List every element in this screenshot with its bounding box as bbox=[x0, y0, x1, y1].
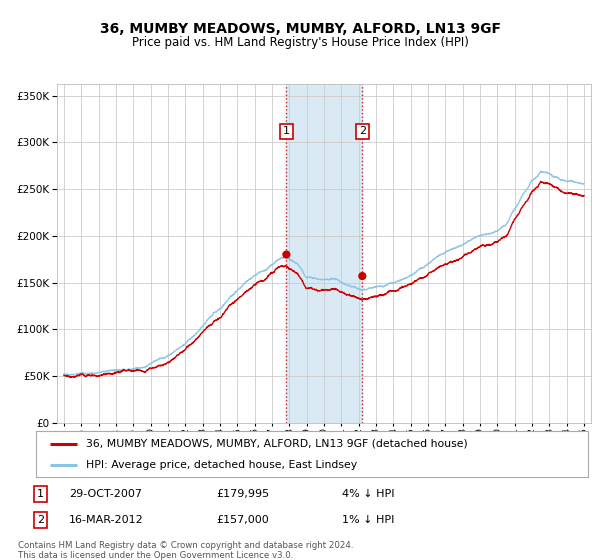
Text: Contains HM Land Registry data © Crown copyright and database right 2024.
This d: Contains HM Land Registry data © Crown c… bbox=[18, 540, 353, 560]
Text: HPI: Average price, detached house, East Lindsey: HPI: Average price, detached house, East… bbox=[86, 460, 357, 470]
Text: £157,000: £157,000 bbox=[216, 515, 269, 525]
Text: 16-MAR-2012: 16-MAR-2012 bbox=[69, 515, 144, 525]
Bar bbox=[286, 84, 362, 423]
Text: 1% ↓ HPI: 1% ↓ HPI bbox=[342, 515, 394, 525]
Text: 29-OCT-2007: 29-OCT-2007 bbox=[69, 489, 142, 499]
Text: 1: 1 bbox=[37, 489, 44, 499]
Text: 1: 1 bbox=[283, 127, 290, 137]
Text: 2: 2 bbox=[359, 127, 366, 137]
Text: Price paid vs. HM Land Registry's House Price Index (HPI): Price paid vs. HM Land Registry's House … bbox=[131, 36, 469, 49]
Text: 36, MUMBY MEADOWS, MUMBY, ALFORD, LN13 9GF (detached house): 36, MUMBY MEADOWS, MUMBY, ALFORD, LN13 9… bbox=[86, 438, 467, 449]
Text: 2: 2 bbox=[37, 515, 44, 525]
Point bbox=[281, 250, 291, 259]
Point bbox=[358, 272, 367, 281]
Text: £179,995: £179,995 bbox=[216, 489, 269, 499]
Text: 4% ↓ HPI: 4% ↓ HPI bbox=[342, 489, 395, 499]
Text: 36, MUMBY MEADOWS, MUMBY, ALFORD, LN13 9GF: 36, MUMBY MEADOWS, MUMBY, ALFORD, LN13 9… bbox=[100, 22, 500, 36]
